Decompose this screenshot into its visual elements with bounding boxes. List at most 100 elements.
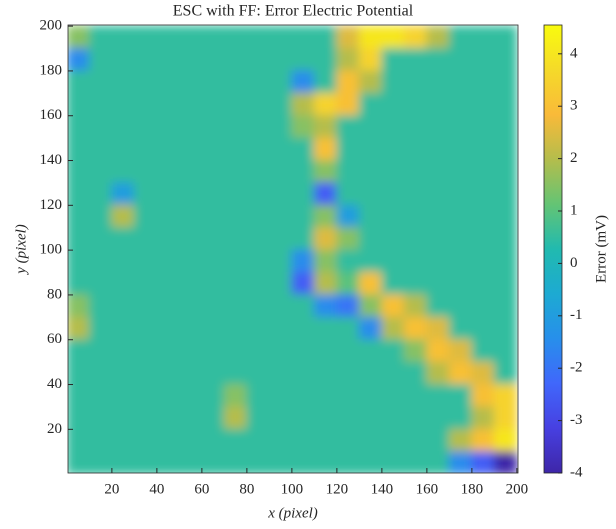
heatmap-cell [493,227,518,251]
heatmap-cell [68,182,90,206]
heatmap-cell [381,48,405,72]
heatmap-cell [223,428,248,453]
heatmap-cell [246,48,270,72]
y-tick-label: 180 [40,62,63,78]
heatmap-cell [156,428,180,453]
heatmap-cell [223,115,248,139]
heatmap-cell [223,70,248,94]
heatmap-cell [336,249,360,274]
heatmap-cell [156,361,180,386]
heatmap-cell [246,294,270,318]
heatmap-cell [68,361,90,386]
heatmap-cell [313,316,338,341]
heatmap-cell [246,25,270,50]
heatmap-cell [291,384,315,408]
heatmap-cell [313,272,338,296]
heatmap-cell [493,384,518,408]
heatmap-cell [223,160,248,184]
heatmap-cell [88,384,113,408]
heatmap-cell [426,451,450,473]
heatmap-cell [223,25,248,50]
heatmap-cell [133,115,158,139]
heatmap-cell [471,316,495,341]
x-tick-label: 140 [371,481,394,497]
heatmap-cell [246,406,270,430]
heatmap-cell [268,451,293,473]
heatmap-cell [223,227,248,251]
heatmap-cell [448,160,473,184]
heatmap-cell [426,70,450,94]
heatmap-cell [201,316,225,341]
heatmap-cell [246,361,270,386]
heatmap-cell [381,249,405,274]
heatmap-cell [403,160,428,184]
heatmap-cell [403,384,428,408]
heatmap-cell [381,316,405,341]
heatmap-cell [448,451,473,473]
heatmap-cell [471,294,495,318]
heatmap-cell [313,384,338,408]
heatmap-cell [88,48,113,72]
heatmap-cell [358,428,383,453]
heatmap-cell [358,137,383,162]
heatmap-cell [381,227,405,251]
heatmap-cell [88,272,113,296]
heatmap-cell [133,160,158,184]
heatmap-cell [358,227,383,251]
heatmap-cell [88,25,113,50]
heatmap-cell [403,339,428,363]
heatmap-cell [471,428,495,453]
heatmap-cell [178,294,203,318]
heatmap-cell [336,204,360,229]
heatmap-cell [268,249,293,274]
heatmap-cell [223,406,248,430]
heatmap-cell [493,451,518,473]
heatmap-cell [178,428,203,453]
heatmap-cell [178,182,203,206]
heatmap-cell [448,48,473,72]
heatmap-cell [471,384,495,408]
heatmap-cell [268,227,293,251]
heatmap-cell [313,48,338,72]
heatmap-cell [448,384,473,408]
heatmap-cell [358,70,383,94]
heatmap-cell [246,451,270,473]
x-tick-label: 60 [194,481,209,497]
heatmap-cell [68,451,90,473]
heatmap-cell [358,272,383,296]
heatmap-cell [268,48,293,72]
heatmap-cell [268,160,293,184]
heatmap-cell [336,384,360,408]
x-tick-label: 180 [461,481,484,497]
heatmap-cell [471,182,495,206]
heatmap-cell [246,70,270,94]
heatmap-cell [358,92,383,117]
heatmap-cell [471,70,495,94]
heatmap-cell [403,115,428,139]
heatmap-cell [291,115,315,139]
heatmap-cell [178,137,203,162]
chart-title: ESC with FF: Error Electric Potential [173,3,414,20]
x-tick-label: 160 [416,481,439,497]
heatmap-cell [358,182,383,206]
heatmap-cell [201,406,225,430]
heatmap-cell [426,92,450,117]
heatmap-cell [336,451,360,473]
heatmap-cell [133,384,158,408]
heatmap-cell [156,182,180,206]
heatmap-cell [358,406,383,430]
heatmap-cell [358,115,383,139]
heatmap-cell [291,339,315,363]
heatmap-cell [493,294,518,318]
heatmap-cell [381,115,405,139]
heatmap-cell [358,339,383,363]
heatmap-cell [336,137,360,162]
heatmap-cell [403,316,428,341]
heatmap-cell [201,361,225,386]
heatmap-cell [448,137,473,162]
heatmap-cell [291,92,315,117]
heatmap-cell [246,428,270,453]
heatmap-cell [268,294,293,318]
x-tick-label: 100 [281,481,304,497]
heatmap-cell [223,92,248,117]
